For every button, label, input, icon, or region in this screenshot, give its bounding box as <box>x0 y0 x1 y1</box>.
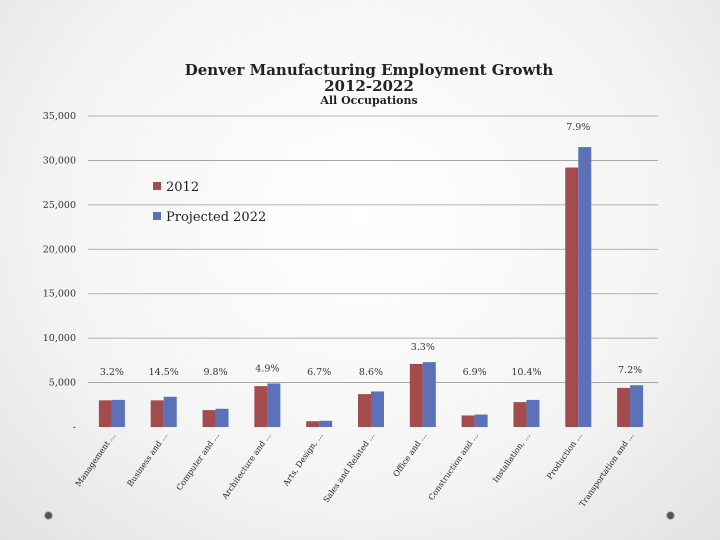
slide-dot-left <box>44 511 53 520</box>
category-label: Production ... <box>545 431 584 481</box>
bar-projected-2022 <box>215 408 229 427</box>
category-label: Arts, Design, ... <box>281 431 325 488</box>
legend: 2012 Projected 2022 <box>153 180 266 225</box>
growth-labels: 3.2% 14.5% 9.8% 4.9% 6.7% 8.6% 3.3% 6.9% 10.4% 7.… <box>100 122 642 378</box>
bar-projected-2022 <box>422 362 436 427</box>
category-label: Office and ... <box>391 431 428 479</box>
growth-label: 7.9% <box>566 122 590 133</box>
x-axis: Management ... Business and ... Computer a… <box>74 431 636 509</box>
category-label: Construction and ... <box>427 431 480 502</box>
growth-label: 6.7% <box>307 367 331 378</box>
bar-2012 <box>98 400 112 427</box>
bar-2012 <box>409 363 423 427</box>
growth-label: 7.2% <box>618 365 642 376</box>
bar-projected-2022 <box>267 383 281 427</box>
growth-label: 9.8% <box>203 367 227 378</box>
bar-2012 <box>306 421 320 427</box>
category-label: Management ... <box>74 431 118 488</box>
bar-projected-2022 <box>578 147 592 427</box>
bar-2012 <box>358 394 371 427</box>
bar-2012 <box>461 415 475 427</box>
y-tick-label: 15,000 <box>43 289 76 300</box>
y-tick-label: 10,000 <box>43 333 76 344</box>
category-label: Business and ... <box>126 431 170 488</box>
y-tick-label: - <box>73 422 76 433</box>
y-tick-label: 30,000 <box>43 155 76 166</box>
slide-dot-right <box>666 511 675 520</box>
category-label: Installation, ... <box>491 431 532 484</box>
bar-2012 <box>617 387 631 427</box>
growth-label: 3.2% <box>100 367 124 378</box>
y-tick-label: 35,000 <box>43 111 76 122</box>
legend-label-2012: 2012 <box>166 180 199 195</box>
bar-projected-2022 <box>526 399 540 427</box>
bar-2012 <box>150 400 164 427</box>
chart-title: Denver Manufacturing Employment Growth <box>185 61 554 79</box>
growth-label: 3.3% <box>411 342 435 353</box>
bar-projected-2022 <box>630 385 644 427</box>
y-axis: - 5,000 10,000 15,000 20,000 25,000 30,000 35,0… <box>43 111 76 433</box>
y-tick-label: 25,000 <box>43 200 76 211</box>
category-label: Transportation and ... <box>578 431 636 509</box>
legend-swatch-2012 <box>153 182 161 190</box>
category-label: Sales and Related ... <box>322 431 377 504</box>
bar-2012 <box>202 410 216 427</box>
bar-projected-2022 <box>371 391 384 427</box>
legend-swatch-projected-2022 <box>153 212 161 220</box>
growth-label: 4.9% <box>255 363 279 374</box>
growth-label: 10.4% <box>511 367 541 378</box>
chart-subtitle: 2012-2022 <box>324 77 414 95</box>
growth-label: 8.6% <box>359 367 383 378</box>
bars <box>98 147 644 427</box>
grid <box>88 115 658 383</box>
bar-projected-2022 <box>111 399 125 427</box>
growth-label: 14.5% <box>149 367 179 378</box>
bar-projected-2022 <box>319 420 333 427</box>
y-tick-label: 5,000 <box>49 378 76 389</box>
category-label: Computer and ... <box>175 431 222 492</box>
bar-projected-2022 <box>163 396 177 427</box>
y-tick-label: 20,000 <box>43 244 76 255</box>
bar-2012 <box>565 167 579 427</box>
chart-subsubtitle: All Occupations <box>319 94 417 107</box>
bar-2012 <box>513 402 527 427</box>
bar-2012 <box>254 386 268 427</box>
category-label: Architecture and ... <box>220 431 273 502</box>
bar-projected-2022 <box>474 414 488 427</box>
growth-label: 6.9% <box>463 367 487 378</box>
legend-label-projected-2022: Projected 2022 <box>166 210 266 225</box>
